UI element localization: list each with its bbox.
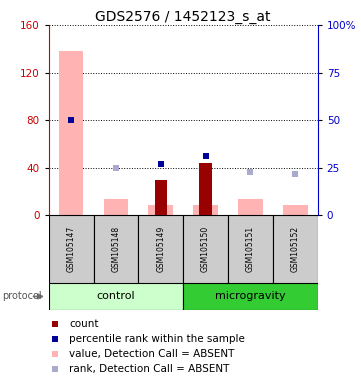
Point [158, 161, 164, 167]
Bar [148, 205, 173, 215]
Text: GSM105148: GSM105148 [112, 226, 121, 272]
Bar [238, 199, 263, 215]
Bar [59, 51, 83, 215]
Bar [93, 215, 138, 283]
Text: rank, Detection Call = ABSENT: rank, Detection Call = ABSENT [69, 364, 229, 374]
Bar [199, 163, 212, 215]
Bar [183, 215, 228, 283]
Bar [183, 283, 318, 310]
Bar [49, 215, 93, 283]
Bar [155, 180, 167, 215]
Bar [49, 283, 183, 310]
Text: count: count [69, 319, 99, 329]
Point [53, 336, 58, 342]
Point [203, 153, 209, 159]
Text: protocol: protocol [2, 291, 42, 301]
Point [53, 351, 58, 357]
Text: GSM105151: GSM105151 [246, 226, 255, 272]
Bar [104, 199, 128, 215]
Bar [193, 205, 218, 215]
Bar [283, 205, 308, 215]
Point [53, 321, 58, 327]
Text: GSM105149: GSM105149 [156, 226, 165, 272]
Text: percentile rank within the sample: percentile rank within the sample [69, 334, 245, 344]
Bar [273, 215, 318, 283]
Text: control: control [97, 291, 135, 301]
Point [68, 117, 74, 123]
Bar [228, 215, 273, 283]
Text: GSM105152: GSM105152 [291, 226, 300, 272]
Text: GSM105147: GSM105147 [67, 226, 76, 272]
Point [113, 165, 119, 171]
Text: microgravity: microgravity [215, 291, 286, 301]
Title: GDS2576 / 1452123_s_at: GDS2576 / 1452123_s_at [95, 10, 271, 24]
Point [53, 366, 58, 372]
Text: value, Detection Call = ABSENT: value, Detection Call = ABSENT [69, 349, 234, 359]
Bar [138, 215, 183, 283]
Point [292, 170, 298, 177]
Point [248, 169, 253, 175]
Text: GSM105150: GSM105150 [201, 226, 210, 272]
